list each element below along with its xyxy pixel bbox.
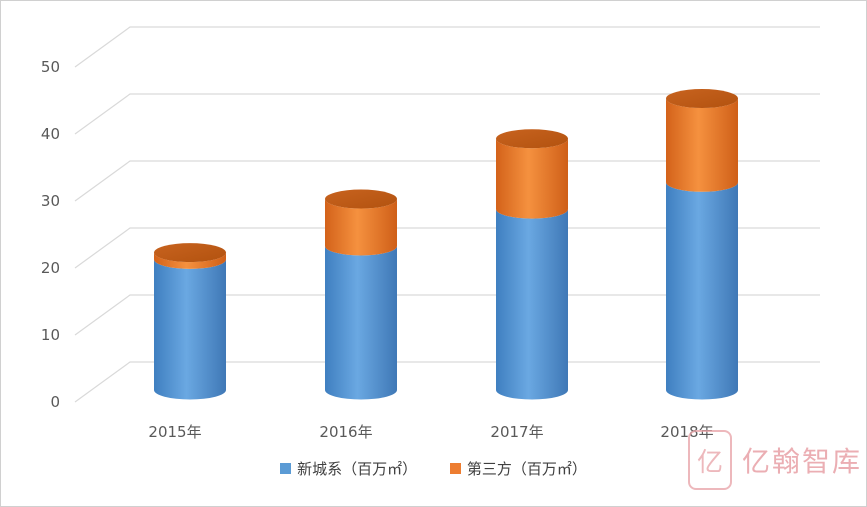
chart-legend: 新城系（百万㎡） 第三方（百万㎡）: [0, 458, 867, 479]
y-tick-label: 40: [41, 125, 60, 143]
legend-label-third-party: 第三方（百万㎡）: [466, 460, 587, 478]
legend-item-third-party: 第三方（百万㎡）: [449, 458, 587, 479]
legend-label-xincheng: 新城系（百万㎡）: [297, 460, 418, 478]
legend-swatch-blue: [280, 463, 292, 474]
y-tick-label: 50: [41, 58, 60, 76]
gridline: [74, 26, 820, 68]
bar-xincheng-2017年: [496, 209, 568, 400]
x-tick-label: 2017年: [490, 423, 543, 441]
y-tick-label: 20: [41, 259, 60, 277]
stacked-cylinder-chart: 0 10 20 30 40 50 2015年 2016年 2017年 2018年: [41, 26, 820, 441]
bar-top-cap: [154, 243, 226, 263]
bar-top-cap: [496, 129, 568, 149]
bar-top-cap: [325, 189, 397, 209]
bar-xincheng-2018年: [666, 182, 738, 400]
gridline: [74, 361, 820, 403]
bar-xincheng-2016年: [325, 245, 397, 400]
watermark-text: 亿翰智库: [742, 445, 863, 478]
y-tick-label: 30: [41, 192, 60, 210]
bar-xincheng-2015年: [154, 259, 226, 400]
watermark-seal: 亿: [688, 430, 732, 490]
legend-swatch-orange: [449, 463, 461, 474]
x-tick-label: 2016年: [319, 423, 372, 441]
bar-top-cap: [666, 89, 738, 109]
x-tick-label: 2018年: [660, 423, 713, 441]
gridline: [74, 227, 820, 269]
bar-third-party-2018年: [666, 98, 738, 192]
gridline: [74, 160, 820, 202]
legend-item-xincheng: 新城系（百万㎡）: [280, 458, 417, 479]
gridline: [74, 294, 820, 336]
y-tick-label: 10: [41, 326, 60, 344]
bar-third-party-2015年: [154, 252, 226, 269]
bar-third-party-2017年: [496, 138, 568, 219]
gridline: [74, 93, 820, 135]
bar-third-party-2016年: [325, 199, 397, 256]
y-tick-label: 0: [50, 393, 60, 411]
x-tick-label: 2015年: [148, 423, 201, 441]
watermark-logo: 亿 亿翰智库: [688, 430, 862, 490]
